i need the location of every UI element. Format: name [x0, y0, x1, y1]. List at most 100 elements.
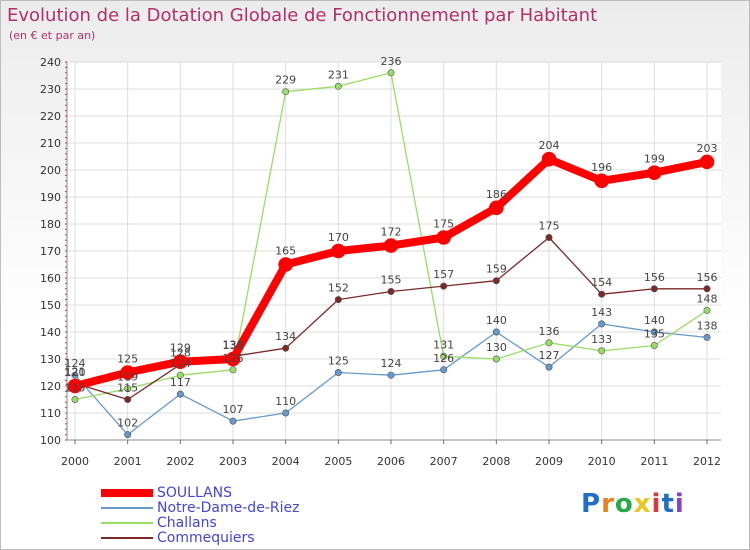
data-point-commequiers [545, 234, 553, 242]
data-point-notre-dame-de-riez [492, 328, 500, 336]
data-point-challans [703, 306, 711, 314]
data-point-soullans [647, 165, 662, 180]
data-point-challans [176, 371, 184, 379]
data-point-challans [282, 88, 290, 96]
data-point-commequiers [387, 287, 395, 295]
data-point-notre-dame-de-riez [598, 320, 606, 328]
data-point-challans [229, 366, 237, 374]
data-label-notre-dame-de-riez: 124 [65, 357, 86, 370]
x-tick-label: 2006 [377, 455, 405, 468]
x-tick-label: 2010 [588, 455, 616, 468]
logo-letter: P [581, 489, 602, 519]
data-point-challans [492, 355, 500, 363]
y-tick-label: 240 [40, 56, 61, 69]
data-label-notre-dame-de-riez: 102 [117, 417, 138, 430]
data-point-soullans [594, 173, 609, 189]
data-label-notre-dame-de-riez: 126 [433, 352, 454, 365]
data-point-notre-dame-de-riez [650, 328, 658, 336]
y-tick-label: 130 [40, 353, 61, 366]
legend-label: SOULLANS [157, 484, 233, 501]
x-tick-label: 2001 [114, 455, 142, 468]
data-label-commequiers: 156 [644, 271, 665, 284]
data-label-soullans: 130 [223, 339, 244, 352]
data-label-notre-dame-de-riez: 124 [381, 357, 402, 370]
data-point-challans [124, 385, 132, 393]
y-tick-label: 100 [40, 434, 61, 447]
data-label-notre-dame-de-riez: 138 [697, 319, 718, 332]
data-label-commequiers: 152 [328, 282, 349, 295]
data-label-commequiers: 154 [591, 276, 612, 289]
data-label-commequiers: 134 [275, 330, 296, 343]
data-point-notre-dame-de-riez [545, 363, 553, 371]
data-point-commequiers [282, 344, 290, 352]
legend-label: Commequiers [157, 529, 255, 546]
data-label-challans: 231 [328, 68, 349, 81]
data-label-challans: 124 [170, 357, 191, 370]
data-point-challans [71, 395, 79, 403]
x-tick-label: 2005 [324, 455, 352, 468]
data-point-soullans [67, 378, 83, 394]
data-label-challans: 148 [697, 292, 718, 305]
data-point-soullans [331, 243, 346, 259]
data-label-notre-dame-de-riez: 107 [223, 403, 244, 416]
data-point-challans [650, 341, 658, 349]
data-point-soullans [541, 151, 557, 167]
data-point-challans [440, 352, 448, 360]
data-label-commequiers: 121 [65, 365, 86, 378]
data-label-soullans: 165 [275, 245, 296, 258]
data-label-soullans: 170 [328, 231, 349, 244]
data-point-commequiers [650, 285, 658, 293]
data-label-challans: 119 [117, 371, 138, 384]
data-label-commequiers: 159 [486, 263, 507, 276]
data-label-notre-dame-de-riez: 110 [275, 395, 296, 408]
x-tick-label: 2011 [640, 455, 668, 468]
y-tick-label: 140 [40, 326, 61, 339]
data-label-challans: 236 [381, 55, 402, 68]
data-point-soullans [120, 365, 135, 380]
data-label-commequiers: 175 [539, 220, 560, 233]
data-label-challans: 131 [433, 338, 454, 351]
logo-letter: i [651, 489, 662, 519]
logo-letter: i [674, 489, 685, 519]
data-label-challans: 126 [223, 352, 244, 365]
data-point-commequiers [124, 395, 132, 403]
data-point-notre-dame-de-riez [440, 366, 448, 374]
data-label-commequiers: 157 [433, 268, 454, 281]
legend: SOULLANS Notre-Dame-de-Riez Challans Commeq… [101, 484, 300, 546]
data-label-challans: 229 [275, 74, 296, 87]
chart-title: Evolution de la Dotation Globale de Fonc… [7, 5, 598, 26]
legend-swatch [101, 521, 153, 524]
data-point-soullans [225, 351, 241, 367]
y-tick-label: 150 [40, 299, 61, 312]
data-label-soullans: 199 [644, 153, 665, 166]
data-label-notre-dame-de-riez: 140 [486, 314, 507, 327]
logo-letter: o [614, 489, 634, 519]
x-tick-label: 2008 [482, 455, 510, 468]
data-point-notre-dame-de-riez [703, 333, 711, 341]
data-point-challans [387, 69, 395, 77]
data-label-challans: 115 [65, 382, 86, 395]
data-point-challans [598, 347, 606, 355]
y-tick-label: 200 [40, 164, 61, 177]
data-label-soullans: 203 [697, 142, 718, 155]
legend-swatch [101, 536, 153, 539]
data-point-notre-dame-de-riez [124, 431, 132, 439]
data-label-commequiers: 156 [697, 271, 718, 284]
legend-label: Notre-Dame-de-Riez [157, 499, 300, 516]
data-point-soullans [278, 257, 293, 272]
data-point-notre-dame-de-riez [176, 390, 184, 398]
data-label-soullans: 125 [117, 353, 138, 366]
data-label-soullans: 204 [539, 139, 560, 152]
logo-letter: r [601, 489, 615, 519]
legend-item: Commequiers [101, 529, 299, 546]
data-label-commequiers: 131 [223, 338, 244, 351]
legend-item: Notre-Dame-de-Riez [101, 499, 300, 516]
data-point-soullans [173, 354, 188, 370]
data-label-challans: 136 [539, 325, 560, 338]
data-point-notre-dame-de-riez [387, 371, 395, 379]
data-label-soullans: 196 [591, 161, 612, 174]
x-tick-label: 2000 [61, 455, 89, 468]
data-label-notre-dame-de-riez: 143 [591, 306, 612, 319]
y-tick-label: 210 [40, 137, 61, 150]
data-point-notre-dame-de-riez [71, 371, 79, 379]
